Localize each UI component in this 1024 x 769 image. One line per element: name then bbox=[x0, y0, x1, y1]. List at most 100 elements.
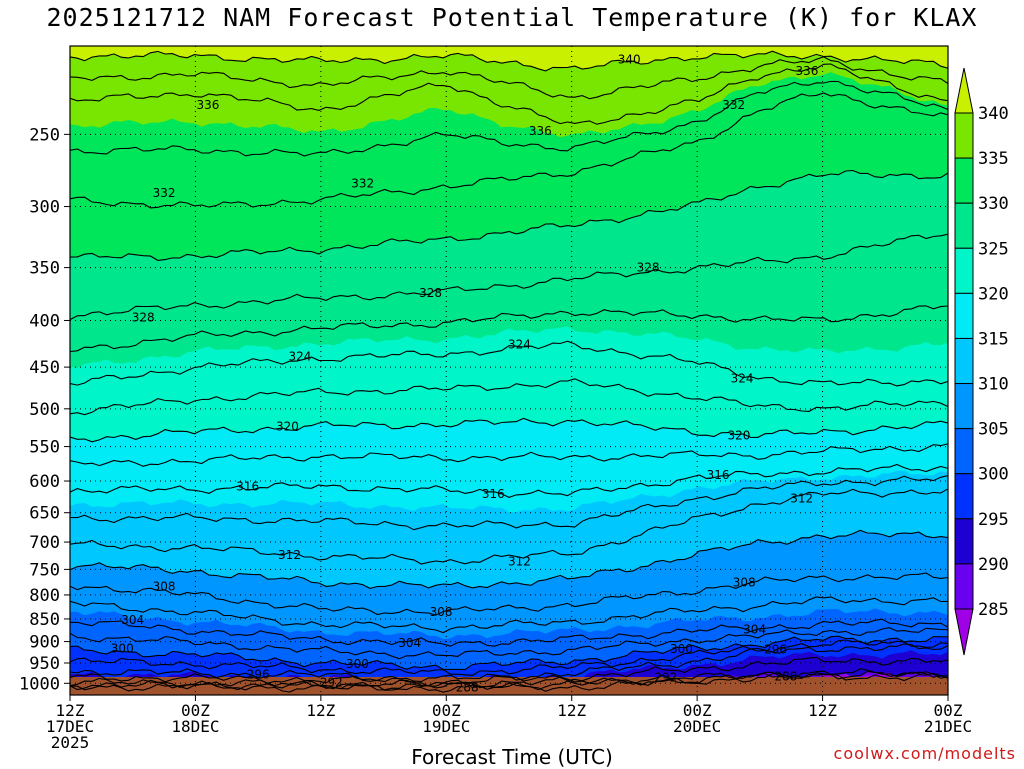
x-tick-label: 00Z bbox=[934, 701, 963, 720]
colorbar-band bbox=[954, 202, 974, 249]
colorbar-tick-label: 295 bbox=[978, 510, 1009, 530]
contour-line-324 bbox=[70, 340, 948, 387]
contour-line-340 bbox=[70, 50, 948, 72]
contour-label: 332 bbox=[351, 176, 374, 190]
x-axis-label: Forecast Time (UTC) bbox=[411, 745, 613, 769]
y-tick-label: 850 bbox=[29, 610, 60, 630]
y-tick-label: 950 bbox=[29, 654, 60, 674]
contour-label: 292 bbox=[320, 676, 343, 690]
contour-line-298 bbox=[70, 639, 948, 676]
colorbar-band bbox=[954, 247, 974, 294]
chart-title: 2025121712 NAM Forecast Potential Temper… bbox=[46, 3, 978, 32]
contour-label: 300 bbox=[111, 642, 134, 656]
colorbar-band bbox=[954, 428, 974, 475]
colorbar-band bbox=[954, 157, 974, 204]
colorbar-tick-label: 325 bbox=[978, 239, 1009, 259]
contour-label: 300 bbox=[670, 642, 693, 656]
x-tick-label: 21DEC bbox=[924, 717, 972, 736]
contour-layer bbox=[70, 50, 948, 693]
contour-line-338 bbox=[70, 56, 948, 100]
colorbar-tick-label: 335 bbox=[978, 149, 1009, 169]
x-tick-label: 00Z bbox=[683, 701, 712, 720]
colorbar-tick-label: 310 bbox=[978, 375, 1009, 395]
x-tick-label: 17DEC bbox=[46, 717, 94, 736]
contour-label: 312 bbox=[508, 554, 531, 568]
contour-label: 328 bbox=[637, 261, 660, 275]
contour-line-308 bbox=[70, 572, 948, 616]
y-tick-label: 300 bbox=[29, 198, 60, 218]
y-tick-label: 650 bbox=[29, 504, 60, 524]
contour-label: 312 bbox=[790, 491, 813, 505]
y-tick-label: 350 bbox=[29, 259, 60, 279]
contour-label: 304 bbox=[121, 613, 144, 627]
colorbar-band bbox=[954, 473, 974, 520]
contour-line-314 bbox=[70, 474, 948, 531]
contour-line-320 bbox=[70, 417, 948, 443]
contour-label: 320 bbox=[276, 420, 299, 434]
contour-label: 328 bbox=[132, 310, 155, 324]
colorbar-band bbox=[954, 337, 974, 385]
colorbar-top-arrow bbox=[954, 67, 974, 114]
credit-text: coolwx.com/modelts bbox=[833, 744, 1016, 763]
contour-label: 340 bbox=[618, 53, 641, 67]
y-tick-label: 1000 bbox=[19, 674, 60, 694]
y-tick-label: 550 bbox=[29, 438, 60, 458]
contour-label: 288 bbox=[456, 681, 479, 695]
contour-label: 324 bbox=[508, 337, 531, 351]
contour-line-306 bbox=[70, 596, 948, 634]
contour-line-322 bbox=[70, 378, 948, 416]
colorbar-tick-label: 300 bbox=[978, 465, 1009, 485]
contour-label: 316 bbox=[482, 487, 505, 501]
x-tick-label: 12Z bbox=[306, 701, 335, 720]
contour-label: 308 bbox=[430, 605, 453, 619]
contour-label: 336 bbox=[795, 64, 818, 78]
contour-label: 332 bbox=[153, 186, 176, 200]
x-tick-label: 12Z bbox=[56, 701, 85, 720]
contour-line-336 bbox=[70, 63, 948, 125]
contour-label: 336 bbox=[529, 124, 552, 138]
x-tick-label: 00Z bbox=[432, 701, 461, 720]
contour-line-332 bbox=[70, 92, 948, 209]
colorbar-bottom-arrow bbox=[954, 608, 974, 656]
y-tick-label: 800 bbox=[29, 586, 60, 606]
plot-frame bbox=[69, 45, 949, 696]
contour-line-326 bbox=[70, 305, 948, 353]
contour-line-328 bbox=[70, 233, 948, 321]
y-tick-label: 750 bbox=[29, 560, 60, 580]
contour-line-288 bbox=[70, 672, 948, 693]
y-tick-label: 250 bbox=[29, 125, 60, 145]
colorbar-tick-label: 315 bbox=[978, 329, 1009, 349]
contour-line-330 bbox=[70, 169, 948, 261]
contour-label: 288 bbox=[775, 670, 798, 684]
y-tick-label: 500 bbox=[29, 400, 60, 420]
contour-line-302 bbox=[70, 627, 948, 660]
x-tick-label: 12Z bbox=[557, 701, 586, 720]
colorbar-tick-label: 290 bbox=[978, 555, 1009, 575]
colorbar-tick-label: 285 bbox=[978, 600, 1009, 620]
contour-label: 304 bbox=[743, 623, 766, 637]
colorbar-band bbox=[954, 383, 974, 430]
x-tick-label: 2025 bbox=[51, 733, 90, 752]
contour-line-290 bbox=[70, 670, 948, 691]
contour-label: 320 bbox=[727, 429, 750, 443]
contour-label: 336 bbox=[197, 98, 220, 112]
contour-label: 296 bbox=[764, 642, 787, 656]
plot-border bbox=[69, 45, 949, 696]
contour-label: 328 bbox=[419, 286, 442, 300]
y-axis: 250 300 350 400 450 500 550 600 650 700 750 800 850 9… bbox=[19, 125, 70, 694]
colorbar-band bbox=[954, 518, 974, 565]
colorbar-band bbox=[954, 112, 974, 159]
contour-line-296 bbox=[70, 643, 948, 683]
contour-label: 312 bbox=[278, 548, 301, 562]
contour-line-312 bbox=[70, 488, 948, 565]
x-tick-label: 00Z bbox=[181, 701, 210, 720]
contour-label-layer: 340 336 336 336 332 332 332 328 328 328 324 324 324 3… bbox=[111, 53, 819, 695]
colorbar-band bbox=[954, 563, 974, 610]
x-tick-label: 12Z bbox=[808, 701, 837, 720]
x-tick-label: 19DEC bbox=[422, 717, 470, 736]
y-tick-label: 700 bbox=[29, 533, 60, 553]
y-tick-label: 600 bbox=[29, 472, 60, 492]
colorbar-tick-label: 340 bbox=[978, 104, 1009, 124]
contour-label: 292 bbox=[654, 670, 677, 684]
